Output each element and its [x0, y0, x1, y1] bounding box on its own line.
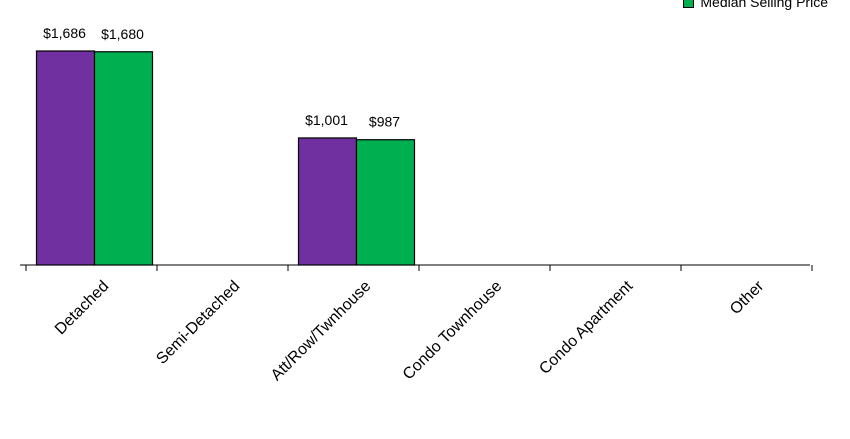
legend-swatch-median-selling-price: [683, 0, 695, 8]
x-tick-label: Condo Apartment: [536, 277, 636, 377]
legend-label-median-selling-price: Median Selling Price: [700, 0, 828, 10]
data-label: $987: [369, 114, 400, 130]
x-tick-label: Semi-Detached: [153, 278, 243, 368]
x-tick-label: Att/Row/Twnhouse: [268, 278, 374, 384]
data-label: $1,686: [43, 25, 86, 41]
bar: [355, 139, 416, 266]
x-tick-label: Other: [727, 277, 768, 318]
data-label: $1,001: [305, 112, 348, 128]
legend: Median Selling Price: [683, 0, 828, 10]
x-tick-label: Condo Townhouse: [400, 278, 506, 384]
x-tick-label: Detached: [52, 278, 112, 338]
bar: [35, 50, 96, 266]
data-label: $1,680: [101, 26, 144, 42]
bar: [297, 137, 358, 266]
bar: [93, 51, 154, 266]
